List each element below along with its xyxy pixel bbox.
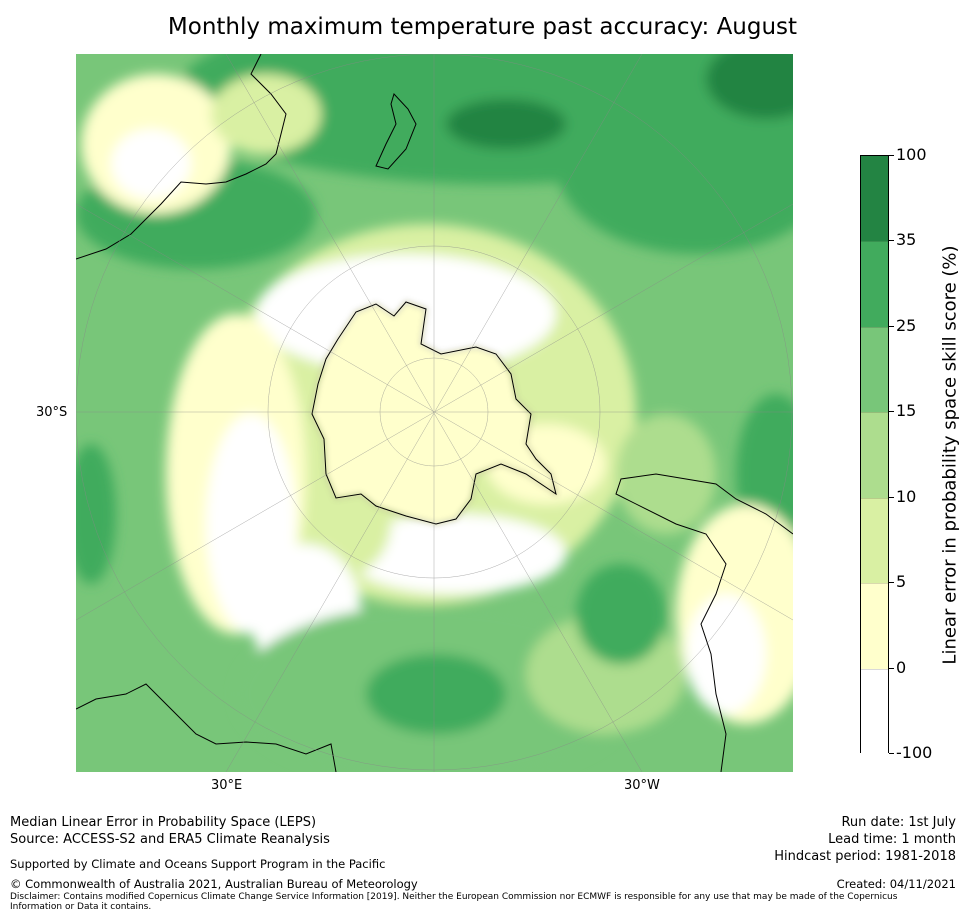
colorbar-bin: [861, 241, 888, 328]
colorbar-tick-label: 100: [896, 145, 927, 164]
colorbar-tick-mark: [889, 668, 894, 669]
lead-time: Lead time: 1 month: [828, 832, 956, 847]
colorbar-tick-mark: [889, 240, 894, 241]
longitude-label-west: 30°W: [624, 778, 660, 793]
latitude-label: 30°S: [36, 405, 68, 420]
copyright: © Commonwealth of Australia 2021, Austra…: [10, 877, 418, 891]
colorbar-bin: [861, 668, 888, 755]
colorbar-tick-label: 15: [896, 401, 917, 420]
skill-score-map: [76, 54, 793, 772]
africa-coastline: [76, 683, 337, 772]
colorbar-bin: [861, 326, 888, 414]
colorbar-tick-mark: [889, 497, 894, 498]
antarctica-coastline: [311, 301, 557, 525]
australia-coastline: [76, 54, 287, 260]
colorbar-bin: [861, 497, 888, 585]
footer-source: Source: ACCESS-S2 and ERA5 Climate Reana…: [10, 832, 330, 847]
colorbar-tick-mark: [889, 155, 894, 156]
south-america-coastline: [615, 473, 793, 772]
map-canvas: [76, 54, 793, 772]
hindcast-period: Hindcast period: 1981-2018: [774, 849, 956, 864]
colorbar-tick-label: 35: [896, 230, 917, 249]
colorbar-bin: [861, 156, 888, 242]
colorbar-title: Linear error in probability space skill …: [939, 245, 961, 665]
colorbar-bin: [861, 583, 888, 670]
new-zealand-island: [375, 93, 417, 170]
colorbar-tick-label: 10: [896, 487, 917, 506]
created-date: Created: 04/11/2021: [836, 877, 956, 891]
colorbar-tick-mark: [889, 411, 894, 412]
footer-method: Median Linear Error in Probability Space…: [10, 815, 317, 830]
map-title: Monthly maximum temperature past accurac…: [167, 14, 798, 40]
disclaimer: Disclaimer: Contains modified Copernicus…: [10, 892, 898, 912]
colorbar-bin: [861, 412, 888, 499]
longitude-label-east: 30°E: [211, 778, 243, 793]
support-note: Supported by Climate and Oceans Support …: [10, 857, 386, 871]
run-date: Run date: 1st July: [841, 815, 956, 830]
colorbar-tick-mark: [889, 326, 894, 327]
colorbar-tick-mark: [889, 753, 894, 754]
colorbar-tick-label: 5: [896, 572, 907, 591]
graticule: [76, 54, 793, 772]
colorbar-tick-mark: [889, 582, 894, 583]
footer-right: Run date: 1st July Lead time: 1 month Hi…: [774, 814, 956, 865]
colorbar-tick-label: -100: [896, 743, 933, 762]
colorbar-tick-label: 25: [896, 316, 917, 335]
colorbar: [860, 155, 889, 755]
footer-left: Median Linear Error in Probability Space…: [10, 814, 330, 848]
colorbar-tick-label: 0: [896, 658, 907, 677]
